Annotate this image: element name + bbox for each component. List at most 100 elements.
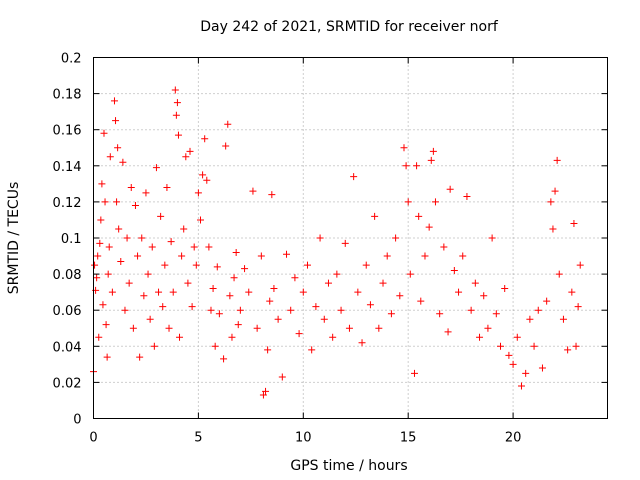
- data-point: [312, 303, 320, 311]
- data-point: [402, 162, 410, 170]
- data-point: [421, 252, 429, 260]
- data-point: [99, 301, 107, 309]
- data-point: [543, 297, 551, 305]
- data-point: [144, 270, 152, 278]
- data-point: [450, 266, 458, 274]
- data-point: [350, 173, 358, 181]
- data-point: [215, 310, 223, 318]
- data-point: [362, 261, 370, 269]
- data-point: [274, 315, 282, 323]
- data-point: [440, 243, 448, 251]
- data-point: [101, 198, 109, 206]
- data-point: [406, 270, 414, 278]
- data-point: [547, 198, 555, 206]
- data-point: [436, 310, 444, 318]
- data-point: [150, 342, 158, 350]
- data-point: [184, 279, 192, 287]
- data-point: [138, 234, 146, 242]
- data-point: [387, 310, 395, 318]
- data-point: [159, 303, 167, 311]
- data-point: [201, 135, 209, 143]
- data-point: [497, 342, 505, 350]
- data-point: [308, 346, 316, 354]
- data-point: [115, 225, 123, 233]
- y-tick-label: 0.04: [53, 340, 82, 355]
- y-tick-label: 0.18: [53, 88, 82, 103]
- x-tick-labels: 0 5 10 15 20: [89, 431, 521, 446]
- data-point: [316, 234, 324, 242]
- data-point: [446, 185, 454, 193]
- data-point: [194, 189, 202, 197]
- data-point: [96, 239, 104, 247]
- data-point: [211, 342, 219, 350]
- data-point: [299, 288, 307, 296]
- y-tick-label: 0.14: [53, 160, 82, 175]
- x-axis-label: GPS time / hours: [290, 458, 407, 474]
- data-point: [501, 285, 509, 293]
- data-point: [333, 270, 341, 278]
- data-point: [152, 164, 160, 172]
- data-point: [173, 99, 181, 107]
- data-point: [404, 198, 412, 206]
- data-point: [471, 279, 479, 287]
- data-point: [375, 324, 383, 332]
- data-point: [534, 306, 542, 314]
- x-tick-label: 0: [89, 431, 97, 446]
- data-point: [417, 297, 425, 305]
- data-point: [104, 270, 112, 278]
- data-point: [129, 324, 137, 332]
- data-point: [234, 321, 242, 329]
- data-point: [484, 324, 492, 332]
- data-point: [291, 274, 299, 282]
- data-point: [203, 176, 211, 184]
- data-point: [196, 216, 204, 224]
- data-point: [488, 234, 496, 242]
- y-tick-labels: 0 0.02 0.04 0.06 0.08 0.1 0.12 0.14 0.16 0.18 0.2: [53, 52, 82, 428]
- data-point: [392, 234, 400, 242]
- data-point: [371, 212, 379, 220]
- data-point: [222, 142, 230, 150]
- data-point: [264, 346, 272, 354]
- data-point: [148, 243, 156, 251]
- data-point: [169, 288, 177, 296]
- data-point: [283, 250, 291, 258]
- data-point: [180, 225, 188, 233]
- data-point: [95, 333, 103, 341]
- data-point: [262, 387, 270, 395]
- data-point: [207, 306, 215, 314]
- data-point: [295, 330, 303, 338]
- data-point: [444, 328, 452, 336]
- data-point: [232, 248, 240, 256]
- data-point: [555, 270, 563, 278]
- data-point: [93, 274, 101, 282]
- data-point: [112, 117, 120, 125]
- data-point: [517, 382, 525, 390]
- data-point: [513, 333, 521, 341]
- data-point: [245, 288, 253, 296]
- data-point: [522, 369, 530, 377]
- data-point: [551, 187, 559, 195]
- data-point: [459, 252, 467, 260]
- data-point: [303, 261, 311, 269]
- data-point: [100, 129, 108, 137]
- data-point: [410, 369, 418, 377]
- data-point: [236, 306, 244, 314]
- data-point: [230, 274, 238, 282]
- data-point: [140, 292, 148, 300]
- data-point: [117, 257, 125, 265]
- data-point: [97, 216, 105, 224]
- x-tick-label: 20: [505, 431, 522, 446]
- data-point: [105, 243, 113, 251]
- data-point: [127, 183, 135, 191]
- data-point: [463, 192, 471, 200]
- data-point: [98, 180, 106, 188]
- data-point: [383, 252, 391, 260]
- data-point: [278, 373, 286, 381]
- data-point: [182, 153, 190, 161]
- data-point: [102, 321, 110, 329]
- data-point: [270, 285, 278, 293]
- data-point: [190, 243, 198, 251]
- data-point: [224, 120, 232, 128]
- data-point: [131, 202, 139, 210]
- data-point: [396, 292, 404, 300]
